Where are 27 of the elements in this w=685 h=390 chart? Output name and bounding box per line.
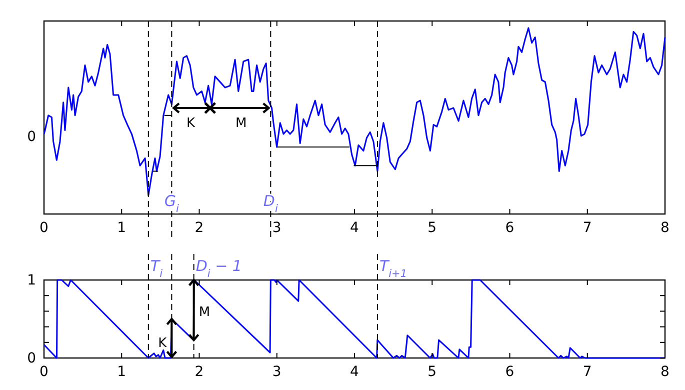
x-tick-label: 1: [117, 220, 126, 236]
annotation: K: [158, 336, 168, 351]
ref-line-label: D$_{i}$ − 1: [196, 257, 242, 280]
x-tick-label: 4: [350, 220, 360, 236]
x-tick-label: 0: [40, 364, 48, 380]
x-tick-label: 8: [660, 364, 670, 380]
ref-line-label: T$_{i+1}$: [379, 257, 408, 280]
x-tick-label: 6: [505, 220, 514, 236]
ref-line-label: G$_{i}$: [164, 192, 180, 215]
annotation: M: [236, 116, 247, 131]
x-tick-label: 5: [428, 220, 437, 236]
ref-line-label: D$_{i}$: [263, 192, 278, 215]
annotation: M: [198, 304, 210, 320]
x-tick-label: 4: [350, 364, 360, 380]
x-tick-label: 8: [660, 220, 670, 236]
x-tick-label: 1: [117, 364, 126, 380]
annotation: K: [186, 116, 196, 131]
x-tick-label: 7: [582, 220, 592, 236]
x-tick-label: 7: [582, 364, 592, 380]
x-tick-label: 2: [194, 220, 204, 236]
x-tick-label: 3: [272, 220, 282, 236]
x-tick-label: 2: [194, 364, 204, 380]
ref-line-label: T$_{i}$: [150, 257, 163, 280]
x-tick-label: 3: [272, 364, 282, 380]
x-tick-label: 0: [40, 220, 48, 236]
x-tick-label: 6: [505, 364, 514, 380]
x-tick-label: 5: [428, 364, 437, 380]
